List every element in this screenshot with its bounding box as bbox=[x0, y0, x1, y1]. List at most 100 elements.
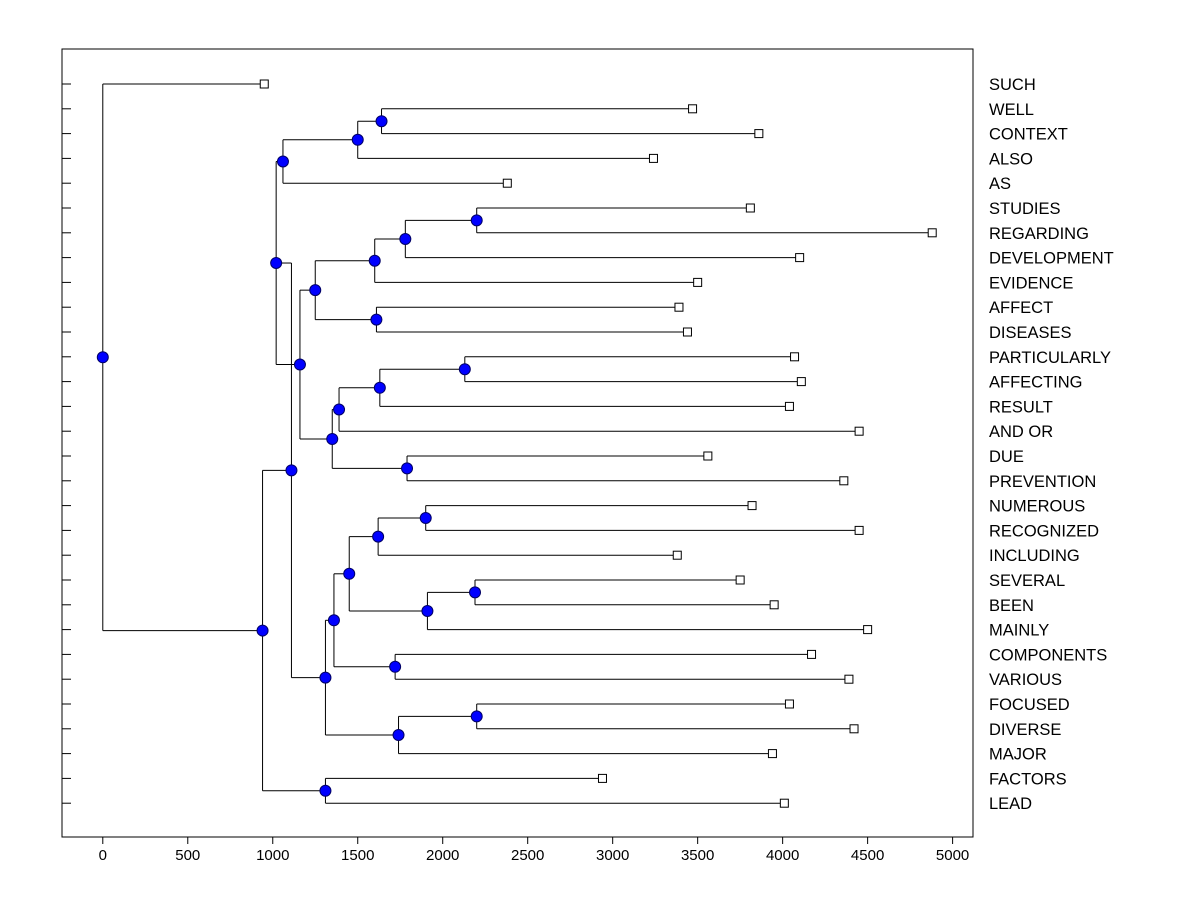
merge-node-m_particularly_affecting bbox=[458, 363, 471, 376]
leaf-label-development: DEVELOPMENT bbox=[989, 250, 1114, 268]
leaf-label-prevention: PREVENTION bbox=[989, 473, 1096, 491]
leaf-marker-diverse bbox=[849, 724, 859, 734]
x-axis: 0 500 1000 1500 2000 2500 3000 3500 4000 4500 5000 bbox=[99, 837, 969, 864]
merge-node-m_nri_sbm bbox=[343, 567, 356, 580]
merge-node-m_due_prevention bbox=[401, 462, 414, 475]
leaf-marker-as bbox=[502, 178, 512, 188]
leaf-label-evidence: EVIDENCE bbox=[989, 274, 1073, 292]
leaf-marker-mainly bbox=[863, 625, 873, 635]
leaf-label-as: AS bbox=[989, 175, 1011, 193]
merge-node-m_components_various bbox=[389, 660, 402, 673]
merge-node-m_pa_due bbox=[326, 432, 339, 445]
leaf-marker-regarding bbox=[927, 228, 937, 238]
leaf-label-diverse: DIVERSE bbox=[989, 721, 1061, 739]
merge-node-m_root bbox=[96, 351, 109, 364]
leaf-marker-affect bbox=[674, 302, 684, 312]
leaf-marker-diseases bbox=[682, 327, 692, 337]
leaf-label-particularly: PARTICULARLY bbox=[989, 349, 1111, 367]
x-tick-label-5000: 5000 bbox=[936, 847, 969, 864]
leaf-labels: SUCH WELL CONTEXT ALSO AS STUDIES REGARDING DEV… bbox=[989, 76, 1114, 813]
leaf-label-numerous: NUMEROUS bbox=[989, 498, 1085, 516]
leaf-label-recognized: RECOGNIZED bbox=[989, 522, 1099, 540]
merge-node-m_numerous_recognized bbox=[419, 512, 432, 524]
leaf-label-several: SEVERAL bbox=[989, 572, 1065, 590]
x-tick-label-1500: 1500 bbox=[341, 847, 374, 864]
x-tick-label-4000: 4000 bbox=[766, 847, 799, 864]
leaf-marker-evidence bbox=[693, 277, 703, 287]
leaf-label-context: CONTEXT bbox=[989, 126, 1068, 144]
x-tick-label-0: 0 bbox=[99, 847, 107, 864]
leaf-marker-such bbox=[259, 79, 269, 89]
merge-node-m_sr_development bbox=[399, 233, 412, 245]
merge-node-m_mid_fl bbox=[256, 624, 269, 637]
leaf-marker-been bbox=[769, 600, 779, 610]
leaf-label-lead: LEAD bbox=[989, 795, 1032, 813]
merge-node-m_affect_diseases bbox=[370, 313, 383, 326]
merge-node-m_pa_result bbox=[373, 381, 386, 394]
leaf-marker-major bbox=[767, 749, 777, 759]
leaf-label-also: ALSO bbox=[989, 150, 1033, 168]
x-tick-label-3000: 3000 bbox=[596, 847, 629, 864]
plot-frame bbox=[61, 48, 974, 838]
leaf-marker-several bbox=[735, 575, 745, 585]
leaf-marker-including bbox=[672, 550, 682, 560]
leaf-marker-also bbox=[648, 153, 658, 163]
leaf-marker-recognized bbox=[854, 525, 864, 535]
leaf-marker-various bbox=[844, 674, 854, 684]
leaf-label-components: COMPONENTS bbox=[989, 646, 1107, 664]
leaf-marker-result bbox=[784, 401, 794, 411]
leaf-marker-well bbox=[688, 104, 698, 114]
merge-nodes bbox=[96, 115, 483, 797]
leaf-label-major: MAJOR bbox=[989, 746, 1047, 764]
x-tick-label-1000: 1000 bbox=[256, 847, 289, 864]
merge-node-m_mid bbox=[285, 464, 298, 477]
x-tick-label-3500: 3500 bbox=[681, 847, 714, 864]
leaf-label-due: DUE bbox=[989, 448, 1024, 466]
leaf-label-affect: AFFECT bbox=[989, 299, 1053, 317]
merge-node-m_fd_major bbox=[392, 729, 405, 741]
leaf-label-such: SUCH bbox=[989, 76, 1036, 94]
x-tick-label-4500: 4500 bbox=[851, 847, 884, 864]
dendrogram-edges bbox=[102, 83, 933, 804]
x-tick-label-500: 500 bbox=[175, 847, 200, 864]
leaf-label-affecting: AFFECTING bbox=[989, 374, 1083, 392]
leaf-label-result: RESULT bbox=[989, 398, 1053, 416]
leaf-label-studies: STUDIES bbox=[989, 200, 1061, 218]
leaf-label-regarding: REGARDING bbox=[989, 225, 1089, 243]
x-tick-label-2500: 2500 bbox=[511, 847, 544, 864]
leaf-marker-and-or bbox=[854, 426, 864, 436]
merge-node-m_wca_as bbox=[276, 155, 289, 168]
merge-node-m_srd_evidence bbox=[368, 254, 381, 267]
leaf-markers bbox=[259, 79, 937, 808]
leaf-marker-prevention bbox=[839, 476, 849, 486]
leaf-marker-development bbox=[795, 253, 805, 263]
merge-node-m_evidence_pa bbox=[293, 358, 306, 371]
leaf-marker-components bbox=[807, 649, 817, 659]
leaf-label-and-or: AND OR bbox=[989, 423, 1053, 441]
merge-node-m_upper bbox=[270, 257, 283, 270]
leaf-label-focused: FOCUSED bbox=[989, 696, 1070, 714]
leaf-marker-focused bbox=[784, 699, 794, 709]
leaf-label-various: VARIOUS bbox=[989, 671, 1062, 689]
leaf-label-been: BEEN bbox=[989, 597, 1034, 615]
leaf-marker-factors bbox=[597, 773, 607, 783]
merge-node-m_lower_mid bbox=[319, 671, 332, 684]
merge-node-m_focused_diverse bbox=[470, 710, 483, 723]
leaf-label-including: INCLUDING bbox=[989, 547, 1080, 565]
merge-node-m_par_andor bbox=[333, 403, 346, 416]
leaf-marker-due bbox=[703, 451, 713, 461]
leaf-label-diseases: DISEASES bbox=[989, 324, 1072, 342]
y-ticks bbox=[62, 83, 71, 804]
leaf-marker-studies bbox=[745, 203, 755, 213]
leaf-marker-particularly bbox=[790, 352, 800, 362]
merge-node-m_evidence_affect bbox=[309, 284, 322, 297]
leaf-marker-affecting bbox=[796, 377, 806, 387]
leaf-label-mainly: MAINLY bbox=[989, 622, 1049, 640]
merge-node-m_several_been bbox=[469, 586, 482, 599]
leaf-marker-context bbox=[754, 129, 764, 139]
merge-node-m_nr_including bbox=[372, 530, 385, 543]
x-tick-label-2000: 2000 bbox=[426, 847, 459, 864]
merge-node-m_factors_lead bbox=[319, 784, 332, 797]
leaf-label-well: WELL bbox=[989, 101, 1034, 119]
